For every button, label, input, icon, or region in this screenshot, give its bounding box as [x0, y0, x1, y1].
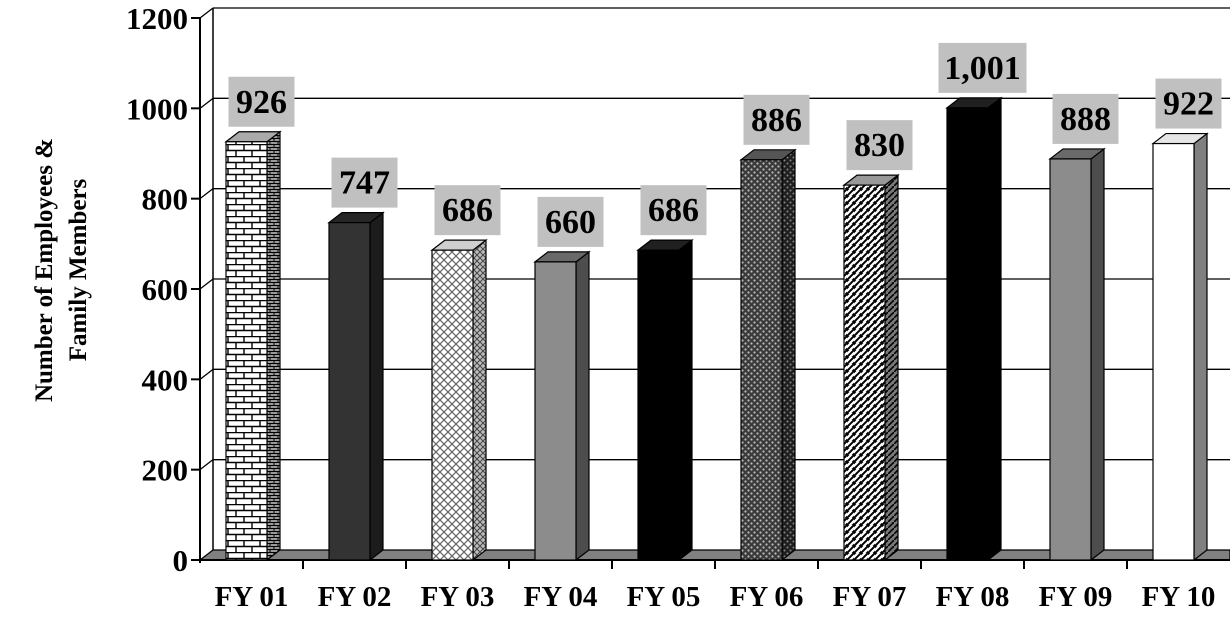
bar-side [781, 148, 796, 562]
data-label-box [537, 196, 604, 247]
y-tick-label: 1000 [126, 91, 188, 126]
data-label-box [743, 94, 810, 145]
labels-layer: 926 747 686 660 686 886 830 1,001 888 922 [228, 42, 1222, 247]
x-tick-label: FY 03 [421, 581, 495, 613]
y-tick-label: 200 [142, 453, 189, 488]
bar [1152, 142, 1195, 561]
data-label-box [1155, 78, 1222, 129]
bar [740, 159, 783, 561]
data-label: 1,001 [944, 50, 1021, 87]
y-tick-label: 600 [142, 272, 189, 307]
x-tick-label: FY 07 [833, 581, 907, 613]
y-tick-label: 0 [173, 543, 189, 578]
x-tick-label: FY 10 [1142, 581, 1216, 613]
gridline-depth [199, 459, 214, 471]
bars-layer [224, 96, 1209, 562]
bar [431, 249, 474, 561]
bar-side [1193, 132, 1208, 562]
bar [1049, 158, 1092, 561]
y-tick-label: 800 [142, 182, 189, 217]
x-tick-label: FY 08 [936, 581, 1010, 613]
gridline-depth [199, 7, 214, 19]
bar [946, 107, 989, 561]
data-label: 686 [442, 192, 493, 229]
data-label-box [331, 157, 398, 208]
bar [637, 249, 680, 561]
bar-side [884, 173, 899, 562]
data-label-box [228, 76, 295, 127]
y-axis-title-line: Number of Employees & [31, 138, 58, 402]
bar-side [987, 96, 1002, 562]
gridline-depth [199, 97, 214, 109]
data-label: 926 [236, 84, 287, 121]
gridline-depth [199, 278, 214, 290]
gridline-depth [199, 188, 214, 200]
bar [328, 222, 371, 561]
data-label-box [938, 42, 1027, 93]
y-axis-title: Number of Employees & Family Members [31, 138, 92, 402]
y-axis-title-line: Family Members [65, 178, 92, 361]
data-label-box [434, 185, 501, 236]
bar-side [678, 238, 693, 562]
y-tick-label: 1200 [126, 1, 188, 36]
bar-side [472, 238, 487, 562]
x-tick-label: FY 01 [215, 581, 289, 613]
gridline-depth [199, 368, 214, 380]
x-tick-label: FY 06 [730, 581, 804, 613]
bar-side [1090, 147, 1105, 562]
data-label-box [1052, 93, 1119, 144]
bar-side [575, 250, 590, 562]
x-tick-label: FY 09 [1039, 581, 1113, 613]
data-label: 747 [339, 165, 390, 202]
bar-side [369, 211, 384, 562]
x-tick-label: FY 02 [318, 581, 392, 613]
bar [843, 184, 886, 561]
data-label: 660 [545, 204, 596, 241]
bar [534, 261, 577, 561]
x-tick-label: FY 04 [524, 581, 598, 613]
data-label: 686 [648, 192, 699, 229]
data-label: 886 [751, 102, 802, 139]
y-tick-label: 400 [142, 362, 189, 397]
data-label-box [846, 120, 913, 171]
data-label-box [640, 185, 707, 236]
data-label: 922 [1163, 86, 1214, 123]
data-label: 830 [854, 127, 905, 164]
data-label: 888 [1060, 101, 1111, 138]
bar [225, 141, 268, 561]
x-tick-label: FY 05 [627, 581, 701, 613]
bar-side [266, 130, 281, 562]
